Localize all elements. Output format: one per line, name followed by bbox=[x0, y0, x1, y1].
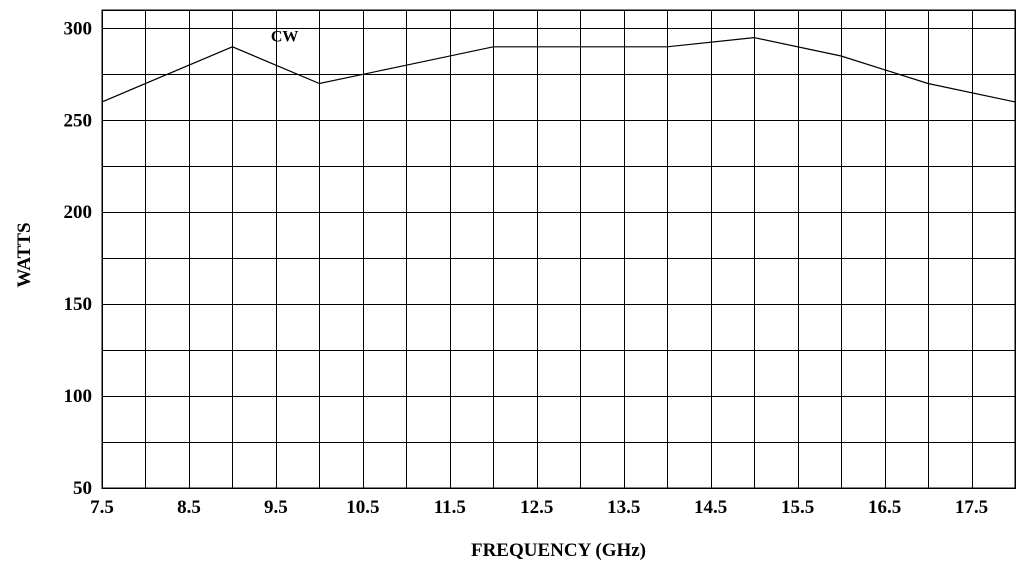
series-annotation: CW bbox=[271, 29, 299, 46]
y-tick-label: 200 bbox=[64, 202, 93, 223]
x-tick-label: 17.5 bbox=[955, 497, 988, 518]
grid-lines bbox=[102, 10, 1016, 489]
series-line bbox=[101, 36, 1016, 103]
plot-frame bbox=[101, 9, 1016, 489]
x-axis-title: FREQUENCY (GHz) bbox=[471, 540, 646, 561]
x-tick-label: 8.5 bbox=[177, 497, 201, 518]
series-layer bbox=[101, 36, 1016, 103]
x-tick-label: 13.5 bbox=[607, 497, 640, 518]
x-tick-label: 14.5 bbox=[694, 497, 727, 518]
y-tick-label: 300 bbox=[64, 18, 93, 39]
x-tick-label: 16.5 bbox=[868, 497, 901, 518]
x-tick-label: 7.5 bbox=[90, 497, 114, 518]
y-tick-label: 100 bbox=[64, 386, 93, 407]
x-tick-label: 10.5 bbox=[346, 497, 379, 518]
y-tick-label: 150 bbox=[64, 294, 93, 315]
x-tick-label: 12.5 bbox=[520, 497, 553, 518]
x-tick-label: 11.5 bbox=[434, 497, 466, 518]
y-tick-labels: 50 100 150 200 250 300 bbox=[64, 18, 93, 499]
y-tick-label: 50 bbox=[73, 478, 92, 499]
annotations: CW bbox=[271, 29, 299, 46]
x-tick-label: 9.5 bbox=[264, 497, 288, 518]
y-tick-label: 250 bbox=[64, 110, 93, 131]
x-tick-label: 15.5 bbox=[781, 497, 814, 518]
x-tick-labels: 7.5 8.5 9.5 10.5 11.5 12.5 13.5 14.5 15.5 16.5 17.… bbox=[90, 497, 988, 518]
y-axis-title: WATTS bbox=[14, 222, 35, 287]
